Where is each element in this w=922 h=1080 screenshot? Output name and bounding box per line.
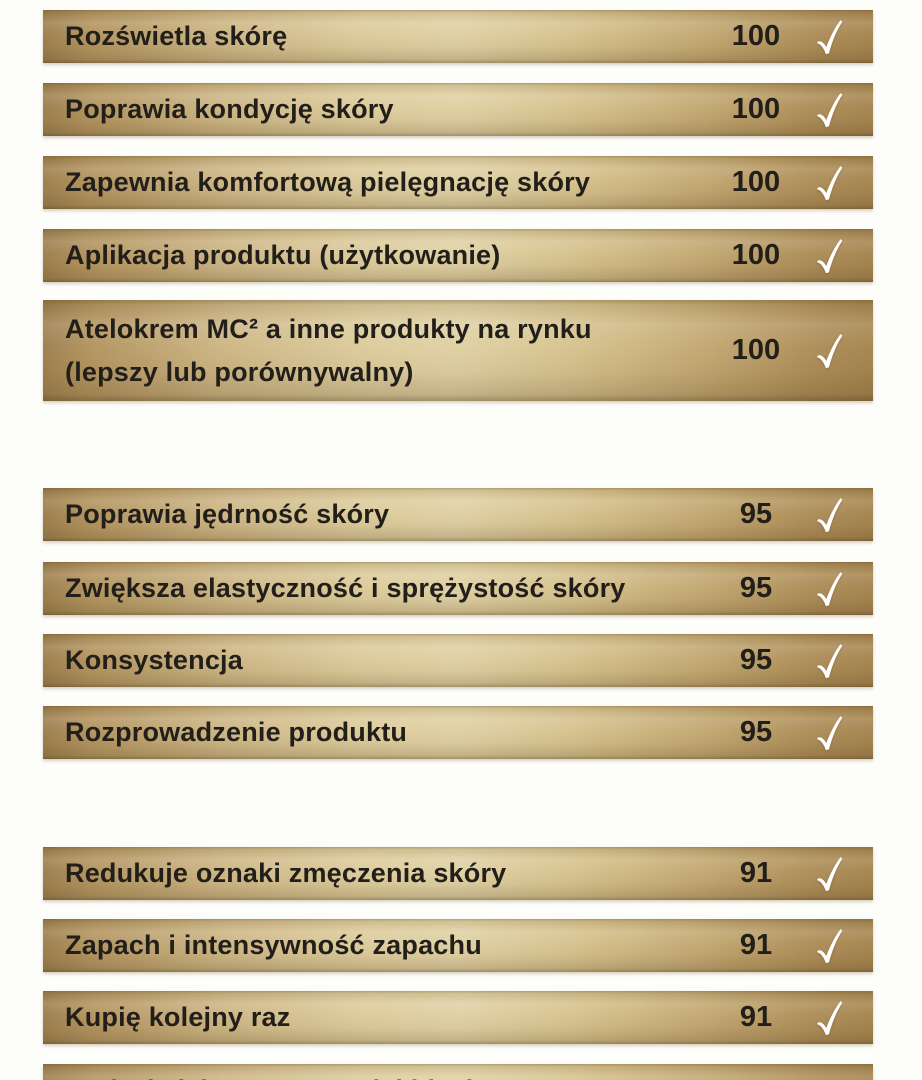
- rating-bar-partial: Rodzaj skóry: poprawa jej blasku: [43, 1064, 873, 1080]
- rating-label: Kupię kolejny raz: [65, 1002, 291, 1032]
- checkmark-icon: [812, 330, 846, 372]
- rating-bar: Aplikacja produktu (użytkowanie) 100: [43, 229, 873, 282]
- checkmark-icon: [812, 16, 846, 58]
- checkmark-icon: [812, 712, 846, 754]
- checkmark-icon: [812, 494, 846, 536]
- rating-label: Zwiększa elastyczność i sprężystość skór…: [65, 573, 626, 603]
- checkmark-icon: [812, 162, 846, 204]
- rating-bar: Zwiększa elastyczność i sprężystość skór…: [43, 562, 873, 615]
- rating-score: 100: [731, 334, 781, 366]
- rating-bar: Poprawia jędrność skóry 95: [43, 488, 873, 541]
- checkmark-icon: [812, 997, 846, 1039]
- rating-score: 95: [739, 572, 773, 604]
- rating-label: Rozświetla skórę: [65, 21, 288, 51]
- rating-bar: Poprawia kondycję skóry 100: [43, 83, 873, 136]
- checkmark-icon: [812, 568, 846, 610]
- rating-label: Poprawia kondycję skóry: [65, 94, 394, 124]
- rating-bar: Zapewnia komfortową pielęgnację skóry 10…: [43, 156, 873, 209]
- rating-label: Rozprowadzenie produktu: [65, 717, 408, 747]
- checkmark-icon: [812, 640, 846, 682]
- checkmark-icon: [812, 925, 846, 967]
- checkmark-icon: [812, 853, 846, 895]
- rating-bar: Atelokrem MC² a inne produkty na rynku (…: [43, 300, 873, 401]
- rating-score: 100: [731, 93, 781, 125]
- rating-score: 91: [739, 929, 773, 961]
- rating-label: Konsystencja: [65, 645, 243, 675]
- rating-score: 95: [739, 498, 773, 530]
- rating-score: 100: [731, 239, 781, 271]
- rating-bar: Zapach i intensywność zapachu 91: [43, 919, 873, 972]
- rating-label-line2: (lepszy lub porównywalny): [65, 356, 414, 387]
- rating-label: Rodzaj skóry: poprawa jej blasku: [43, 1075, 873, 1080]
- rating-score: 100: [731, 166, 781, 198]
- rating-bar: Kupię kolejny raz 91: [43, 991, 873, 1044]
- rating-label: Zapach i intensywność zapachu: [65, 930, 482, 960]
- rating-label: Redukuje oznaki zmęczenia skóry: [65, 858, 507, 888]
- rating-score: 91: [739, 857, 773, 889]
- rating-bar: Rozświetla skórę 100: [43, 10, 873, 63]
- checkmark-icon: [812, 89, 846, 131]
- rating-label: Zapewnia komfortową pielęgnację skóry: [65, 167, 591, 197]
- rating-label-line1: Atelokrem MC² a inne produkty na rynku: [65, 313, 592, 344]
- rating-bar: Rozprowadzenie produktu 95: [43, 706, 873, 759]
- checkmark-icon: [812, 235, 846, 277]
- rating-score: 91: [739, 1001, 773, 1033]
- rating-score: 95: [739, 644, 773, 676]
- rating-bar: Konsystencja 95: [43, 634, 873, 687]
- rating-label: Poprawia jędrność skóry: [65, 499, 390, 529]
- rating-label: Aplikacja produktu (użytkowanie): [65, 240, 501, 270]
- rating-score: 100: [731, 20, 781, 52]
- rating-label: Atelokrem MC² a inne produkty na rynku (…: [43, 308, 720, 394]
- product-ratings-list: Rozświetla skórę 100 Poprawia kondycję s…: [0, 10, 922, 1080]
- rating-bar: Redukuje oznaki zmęczenia skóry 91: [43, 847, 873, 900]
- rating-score: 95: [739, 716, 773, 748]
